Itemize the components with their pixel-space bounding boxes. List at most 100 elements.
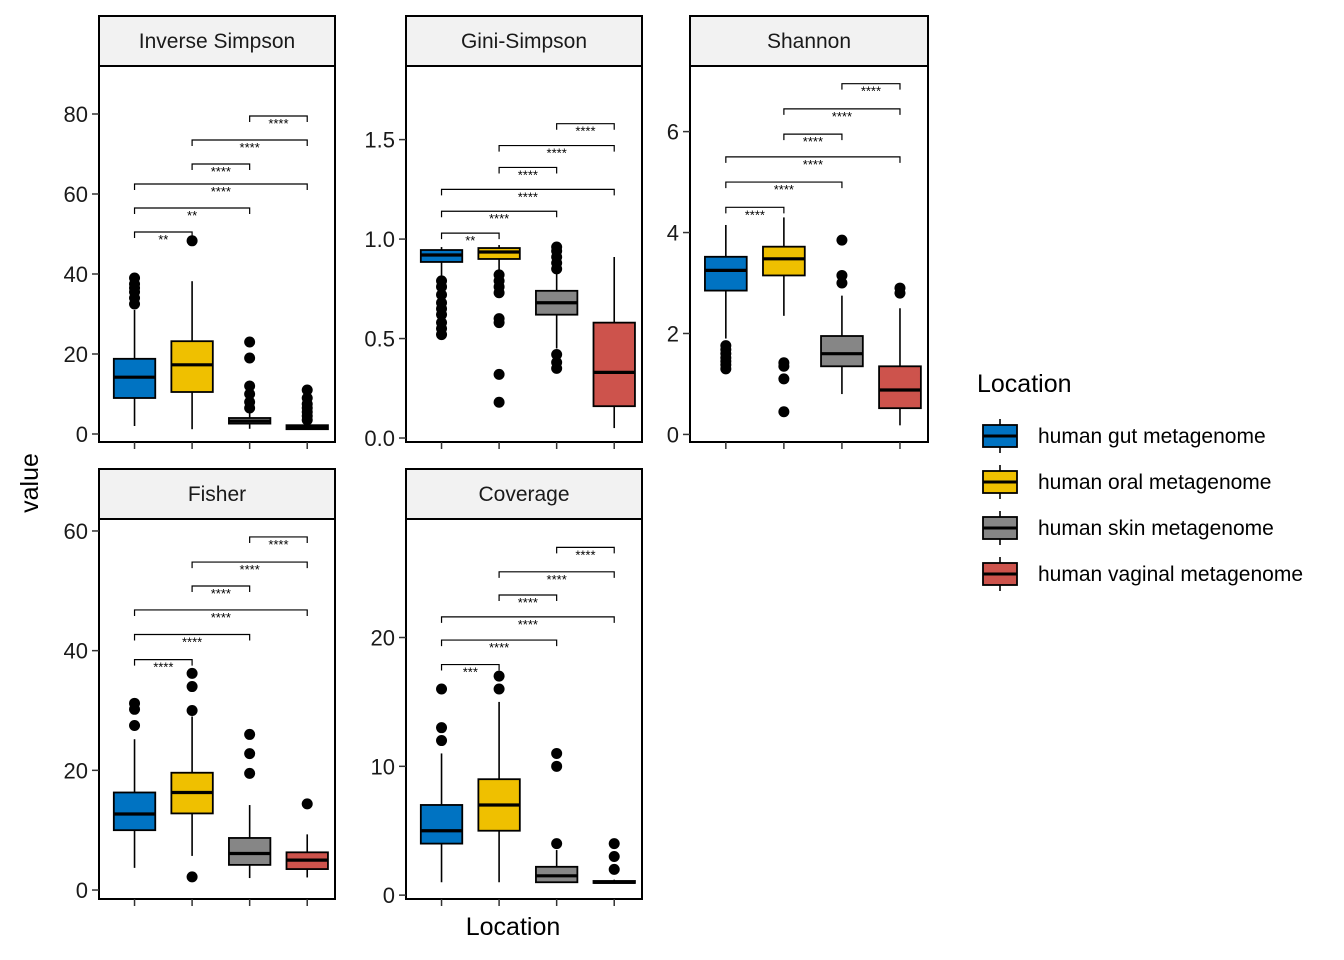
y-tick-label: 20 [64,342,88,367]
outlier-point [244,388,256,400]
box-iqr [820,335,864,368]
box-iqr [170,340,214,393]
significance-label: **** [518,167,538,182]
legend-entry-1: human gut metagenome [982,419,1266,453]
box-3 [228,336,272,429]
outlier-point [436,735,448,747]
box-iqr [228,837,272,866]
outlier-point [301,798,313,810]
bracket-line [440,232,500,240]
outlier-point [301,384,313,396]
strip-title: Gini-Simpson [461,30,587,53]
y-tick-label: 1.5 [364,128,395,153]
bracket-line [556,546,615,554]
significance-bracket: **** [783,133,843,149]
box-iqr [419,804,464,845]
bracket-line [440,639,558,647]
box-3 [820,234,864,395]
significance-bracket: **** [191,139,308,155]
box-3 [535,747,579,884]
bracket-line [133,207,251,214]
legend-entry-2: human oral metagenome [982,465,1271,499]
y-tick-label: 60 [64,182,88,207]
significance-bracket: **** [133,609,308,625]
significance-label: **** [518,617,538,632]
bracket-line [440,188,615,196]
significance-label: **** [240,140,260,155]
y-tick-label: 10 [371,754,395,779]
outlier-point [244,336,256,348]
outlier-point [186,681,198,693]
significance-label: **** [153,660,173,675]
bracket-line [191,163,251,170]
outlier-point [186,235,198,247]
outlier-point [836,234,848,246]
outlier-point [436,317,448,329]
significance-bracket: **** [783,108,901,124]
significance-label: **** [211,184,231,199]
legend-label: human oral metagenome [1038,471,1271,494]
significance-label: **** [575,547,595,562]
outlier-point [129,697,141,709]
significance-bracket: **** [725,181,843,197]
significance-bracket: **** [841,83,901,99]
y-tick-label: 20 [64,758,88,783]
outlier-point [493,313,505,325]
box-2 [477,670,521,883]
significance-label: ** [465,233,475,248]
outlier-point [244,728,256,740]
y-tick-label: 0 [76,422,88,447]
y-tick-label: 0.5 [364,327,395,352]
significance-bracket: **** [725,206,785,222]
significance-bracket: ** [133,207,251,223]
significance-label: **** [518,189,538,204]
box-iqr [592,321,636,408]
bracket-line [133,609,308,616]
significance-bracket: **** [191,163,251,179]
outlier-point [186,667,198,679]
box-2 [762,217,806,418]
significance-label: **** [745,207,765,222]
panel-2: Gini-Simpson0.00.51.01.5****************… [364,15,643,451]
significance-label: **** [240,562,260,577]
box-4 [285,384,329,431]
bracket-line [725,206,785,214]
box-iqr [878,365,922,410]
significance-bracket: **** [498,166,558,182]
bracket-line [440,210,558,218]
y-tick-label: 60 [64,519,88,544]
outlier-point [778,357,790,369]
legend-entry-4: human vaginal metagenome [982,557,1303,591]
bracket-line [783,133,843,141]
outlier-point [608,850,620,862]
significance-label: **** [518,595,538,610]
outlier-point [608,838,620,850]
box-iqr [762,245,806,277]
outlier-point [551,838,563,850]
outlier-point [244,748,256,760]
significance-bracket: **** [440,639,558,655]
facet-panels: Inverse Simpson020406080****************… [64,15,929,908]
outlier-point [186,871,198,883]
outlier-point [551,356,563,368]
significance-label: **** [803,134,823,149]
outlier-point [244,767,256,779]
legend-label: human gut metagenome [1038,425,1266,448]
significance-label: ** [158,232,168,247]
bracket-line [498,594,558,601]
outlier-point [778,373,790,385]
box-4 [592,256,636,429]
bracket-line [249,536,308,543]
outlier-point [244,380,256,392]
significance-bracket: **** [133,183,308,199]
legend: Location human gut metagenome human oral … [977,370,1303,591]
outlier-point [551,760,563,772]
significance-bracket: **** [556,123,615,139]
significance-label: **** [211,610,231,625]
outlier-point [836,277,848,289]
bracket-line [133,183,308,190]
bracket-line [191,139,308,146]
box-iqr [112,791,157,832]
box-4 [592,838,636,884]
outlier-point [778,406,790,418]
